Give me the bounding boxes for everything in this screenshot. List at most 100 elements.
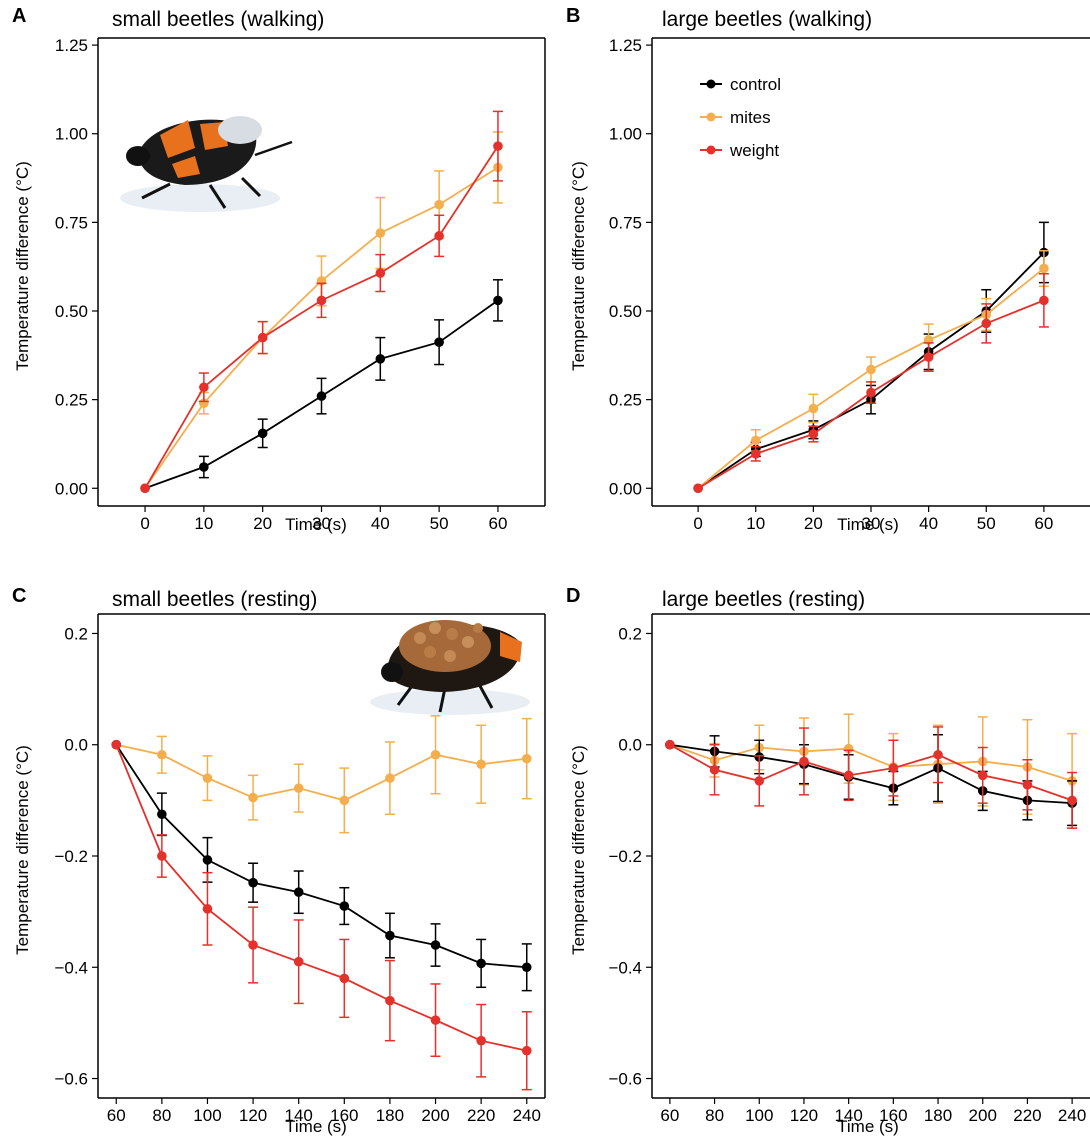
data-point [157,749,167,760]
data-point [248,792,258,803]
series-weight [140,110,503,494]
x-tick-label: 20 [804,514,823,533]
x-tick-label: 80 [152,1106,171,1125]
x-tick-label: 160 [879,1106,907,1125]
x-tick-label: 30 [862,514,881,533]
data-point [476,759,486,770]
data-point [866,387,876,398]
panel-b: B large beetles (walking) Time (s) Tempe… [566,5,1090,534]
x-tick-label: 60 [1034,514,1053,533]
y-tick-label: 0.2 [64,624,88,643]
y-tick-label: −0.6 [608,1070,642,1089]
x-tick-label: 60 [660,1106,679,1125]
data-point [1022,779,1033,790]
x-tick-label: 50 [977,514,996,533]
legend-item-weight: weight [700,141,779,160]
y-tick-label: 0.0 [618,736,642,755]
x-tick-label: 240 [513,1106,541,1125]
beetle-photo [120,116,293,212]
data-point [866,364,876,375]
data-point [933,749,943,760]
x-tick-label: 0 [140,514,149,533]
data-point [140,483,150,494]
x-tick-label: 40 [919,514,938,533]
y-axis-label: Temperature difference (°C) [569,745,588,955]
panel-letter: A [12,5,26,27]
data-point [754,776,765,786]
x-tick-label: 120 [790,1106,818,1125]
data-point [693,483,703,494]
data-point [808,429,819,439]
x-tick-label: 60 [488,514,507,533]
y-tick-label: 0.50 [55,302,88,321]
data-point [521,962,532,973]
x-tick-label: 180 [376,1106,404,1125]
data-point [750,435,761,446]
data-point [430,940,441,950]
data-point [434,337,444,348]
y-tick-label: 0.00 [55,479,88,498]
data-point [434,231,444,241]
x-tick-label: 60 [107,1106,126,1125]
series-weight [111,739,532,1091]
panel-letter: C [12,585,26,607]
x-tick-label: 140 [834,1106,862,1125]
data-point [375,268,386,278]
x-tick-label: 200 [969,1106,997,1125]
data-point [709,764,720,775]
data-point [111,739,122,750]
y-tick-label: 0.25 [609,391,642,410]
legend-item-mites: mites [700,108,771,127]
data-point [248,877,258,888]
data-point [257,428,268,439]
x-tick-label: 20 [253,514,272,533]
legend-swatch-dot [706,79,716,89]
x-axis-label: Time (s) [837,515,899,534]
y-tick-label: 1.25 [55,36,88,55]
y-tick-label: 0.00 [609,479,642,498]
data-point [202,773,213,783]
panel-letter: D [566,585,580,607]
data-point [385,995,395,1006]
y-tick-label: 0.75 [55,213,88,232]
data-point [257,332,268,343]
legend-label: control [730,75,781,94]
data-point [293,783,304,793]
data-point [977,770,988,781]
y-tick-label: 0.2 [618,624,642,643]
panel-title: large beetles (resting) [662,588,865,611]
data-point [521,753,532,764]
x-tick-label: 220 [467,1106,495,1125]
legend-swatch-dot [706,112,716,122]
legend-label: weight [729,141,779,160]
data-point [1039,295,1049,306]
y-tick-label: 0.0 [64,736,88,755]
data-point [434,199,444,210]
x-tick-label: 80 [705,1106,724,1125]
panel-letter: B [566,5,580,27]
data-point [316,295,327,306]
data-point [665,739,675,750]
y-tick-label: −0.6 [54,1070,88,1089]
y-tick-label: −0.2 [54,847,88,866]
data-point [375,228,386,238]
panel-title: small beetles (walking) [112,8,324,31]
data-point [375,354,386,364]
x-tick-label: 240 [1058,1106,1086,1125]
x-axis-label: Time (s) [285,515,347,534]
y-tick-label: 1.00 [55,125,88,144]
data-point [385,930,395,941]
beetle-with-mites-photo [370,620,530,715]
data-point [202,904,213,914]
x-axis-label: Time (s) [837,1117,899,1136]
y-axis-label: Temperature difference (°C) [13,161,32,371]
panel-a: A small beetles (walking) Time (s) Tempe… [12,5,546,534]
data-point [493,295,503,306]
x-tick-label: 120 [239,1106,267,1125]
data-point [843,770,854,781]
y-tick-label: −0.2 [608,847,642,866]
series-weight [665,726,1078,829]
y-axis-label: Temperature difference (°C) [569,161,588,371]
data-point [293,887,304,897]
